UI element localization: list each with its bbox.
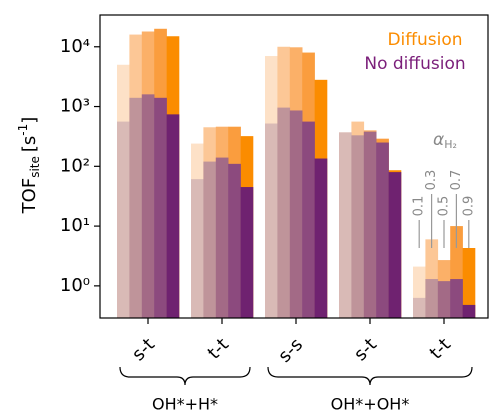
- x-tick-label: s-s: [274, 334, 307, 367]
- group-brace: [267, 366, 473, 386]
- legend-entry: Diffusion: [387, 30, 462, 50]
- no-diffusion-bar: [191, 179, 204, 318]
- no-diffusion-bar: [215, 157, 229, 318]
- y-tick-label: 10³: [60, 96, 90, 117]
- no-diffusion-bar: [314, 158, 328, 318]
- y-label-unit: [s: [19, 136, 40, 152]
- no-diffusion-bar: [302, 121, 315, 318]
- no-diffusion-bar: [413, 297, 426, 318]
- plot-frame: [99, 14, 489, 319]
- no-diffusion-bar: [437, 281, 451, 318]
- no-diffusion-bar: [363, 131, 377, 318]
- no-diffusion-bar: [388, 172, 402, 318]
- alpha-value: 0.7: [449, 170, 464, 191]
- no-diffusion-bar: [203, 161, 217, 318]
- y-label-main: TOF: [19, 178, 40, 215]
- no-diffusion-bar: [351, 135, 365, 318]
- y-tick-label: 10²: [60, 155, 90, 176]
- y-label-sup: -1: [16, 124, 30, 136]
- no-diffusion-bar: [425, 279, 439, 318]
- y-tick-label: 10⁰: [60, 275, 90, 296]
- alpha-value: 0.9: [461, 196, 476, 217]
- no-diffusion-bar: [228, 163, 241, 318]
- no-diffusion-bar: [376, 142, 389, 318]
- legend-entry: No diffusion: [364, 54, 465, 74]
- group-label: OH*+H*: [152, 395, 218, 414]
- x-tick-label: t-t: [204, 334, 233, 363]
- alpha-symbol: α: [433, 130, 444, 150]
- no-diffusion-bar: [154, 97, 167, 319]
- no-diffusion-bar: [166, 114, 180, 319]
- y-axis-label: TOFsite [s-1]: [16, 117, 42, 215]
- no-diffusion-bar: [450, 279, 463, 318]
- no-diffusion-bar: [141, 94, 155, 318]
- group-label: OH*+OH*: [331, 395, 410, 414]
- x-tick-label: t-t: [426, 334, 455, 363]
- y-tick-label: 10¹: [60, 215, 90, 236]
- no-diffusion-bar: [117, 121, 130, 318]
- no-diffusion-bar: [462, 304, 476, 318]
- y-tick-label: 10⁴: [60, 36, 90, 57]
- no-diffusion-bar: [129, 97, 143, 319]
- x-tick-label: s-t: [350, 334, 381, 365]
- no-diffusion-bar: [289, 110, 303, 318]
- alpha-value: 0.3: [424, 170, 439, 191]
- group-brace: [119, 366, 251, 386]
- y-label-end: ]: [19, 117, 40, 124]
- alpha-value: 0.1: [412, 196, 427, 217]
- no-diffusion-bar: [240, 187, 254, 318]
- y-label-sub: site: [28, 156, 42, 178]
- alpha-sub: H₂: [444, 138, 457, 151]
- alpha-value: 0.5: [437, 196, 452, 217]
- no-diffusion-bar: [339, 132, 352, 318]
- no-diffusion-bar: [265, 123, 278, 318]
- x-tick-label: s-t: [128, 334, 159, 365]
- no-diffusion-bar: [277, 107, 291, 318]
- diffusion-bar: [462, 248, 476, 318]
- alpha-label: αH₂: [433, 130, 457, 151]
